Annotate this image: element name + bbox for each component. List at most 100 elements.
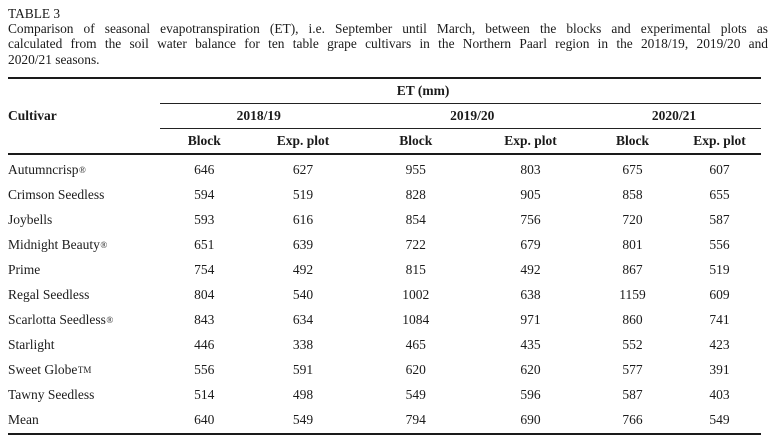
sub-header-block: Block [615,132,649,148]
et-value-cell: 690 [520,412,541,428]
et-value-cell: 858 [622,186,643,202]
et-value-cell: 549 [292,412,314,428]
cultivar-cell: Regal Seedless [8,287,90,303]
table-number-label: TABLE 3 [8,6,61,21]
et-value-cell: 971 [520,312,541,328]
et-value-cell: 519 [292,186,314,202]
table-row: Starlight 446 338 465 435 552 423 [8,333,761,358]
cultivar-cell: Prime [8,261,41,277]
caption-line: 2020/21 seasons. [8,51,100,67]
cultivar-cell: Starlight [8,337,55,353]
table-caption: Comparison of seasonal evapotranspiratio… [8,21,768,67]
et-value-cell: 741 [709,312,730,328]
et-value-cell: 552 [622,337,643,353]
et-value-cell: 519 [709,261,730,277]
table-rule-top [8,77,761,79]
cultivar-cell: Scarlotta Seedless ® [8,312,114,328]
et-value-cell: 465 [405,337,426,353]
et-value-cell: 607 [709,161,730,177]
table-body: Autumncrisp ® 646 627 955 803 675 607 Crimson Se… [8,157,761,433]
et-value-cell: 867 [622,261,643,277]
et-value-cell: 639 [292,236,314,252]
et-value-cell: 593 [194,211,215,227]
et-value-cell: 616 [292,211,314,227]
et-value-cell: 651 [194,236,215,252]
table-row: Joybells 593 616 854 756 720 587 [8,207,761,232]
table-rule-under-seasons [160,128,761,129]
table-header: Cultivar ET (mm) 2018/19 2019/20 2020/21… [8,79,761,153]
table-row: Sweet Globe TM 556 591 620 620 577 391 [8,358,761,383]
et-value-cell: 804 [194,287,215,303]
table-row: Scarlotta Seedless ® 843 634 1084 971 860 741 [8,308,761,333]
et-value-cell: 905 [520,186,541,202]
et-value-cell: 756 [520,211,541,227]
cultivar-cell: Midnight Beauty ® [8,236,108,252]
et-value-cell: 540 [292,287,314,303]
et-value-cell: 815 [405,261,426,277]
et-value-cell: 498 [292,387,314,403]
et-value-cell: 587 [622,387,643,403]
et-value-cell: 609 [709,287,730,303]
sub-header-block: Block [399,132,433,148]
table-row: Mean 640 549 794 690 766 549 [8,408,761,433]
cultivar-cell: Mean [8,412,39,428]
et-value-cell: 620 [520,362,541,378]
sub-header-exp-plot: Exp. plot [504,132,557,148]
et-value-cell: 594 [194,186,215,202]
et-value-cell: 446 [194,337,215,353]
et-value-cell: 1002 [402,287,430,303]
et-value-cell: 640 [194,412,215,428]
et-value-cell: 955 [405,161,426,177]
et-value-cell: 403 [709,387,730,403]
et-value-cell: 828 [405,186,426,202]
table-row: Crimson Seedless 594 519 828 905 858 655 [8,182,761,207]
cultivar-cell: Autumncrisp ® [8,161,86,177]
table-row: Midnight Beauty ® 651 639 722 679 801 556 [8,232,761,257]
et-value-cell: 675 [622,161,643,177]
et-value-cell: 556 [709,236,730,252]
et-value-cell: 634 [292,312,314,328]
table-rule-bottom [8,433,761,435]
et-value-cell: 596 [520,387,541,403]
et-value-cell: 492 [520,261,541,277]
et-value-cell: 766 [622,412,643,428]
et-value-cell: 514 [194,387,215,403]
table-row: Autumncrisp ® 646 627 955 803 675 607 [8,157,761,182]
et-value-cell: 577 [622,362,643,378]
sub-header-exp-plot: Exp. plot [276,132,330,148]
et-value-cell: 591 [292,362,314,378]
et-value-cell: 435 [520,337,541,353]
cultivar-cell: Tawny Seedless [8,387,95,403]
et-value-cell: 638 [520,287,541,303]
table-row: Regal Seedless 804 540 1002 638 1159 609 [8,282,761,307]
et-value-cell: 627 [292,161,314,177]
et-value-cell: 587 [709,211,730,227]
et-value-cell: 794 [405,412,426,428]
table-row: Tawny Seedless 514 498 549 596 587 403 [8,383,761,408]
season-header-2019-20: 2019/20 [450,107,495,123]
et-value-cell: 722 [405,236,426,252]
cultivar-cell: Sweet Globe TM [8,362,92,378]
et-value-cell: 492 [292,261,314,277]
et-value-cell: 655 [709,186,730,202]
season-header-2018-19: 2018/19 [236,107,281,123]
et-value-cell: 620 [405,362,426,378]
cultivar-cell: Joybells [8,211,53,227]
cultivar-cell: Crimson Seedless [8,186,105,202]
et-value-cell: 860 [622,312,643,328]
et-value-cell: 338 [292,337,314,353]
et-value-cell: 803 [520,161,541,177]
et-value-cell: 720 [622,211,643,227]
unit-header: ET (mm) [396,83,450,98]
season-header-2020-21: 2020/21 [651,107,697,123]
et-value-cell: 1084 [402,312,430,328]
et-value-cell: 391 [709,362,730,378]
et-value-cell: 423 [709,337,730,353]
et-value-cell: 801 [622,236,643,252]
et-value-cell: 646 [194,161,215,177]
et-value-cell: 549 [709,412,730,428]
table-rule-under-unit [160,103,761,104]
caption-line: calculated from the soil water balance f… [8,36,768,52]
et-value-cell: 549 [405,387,426,403]
